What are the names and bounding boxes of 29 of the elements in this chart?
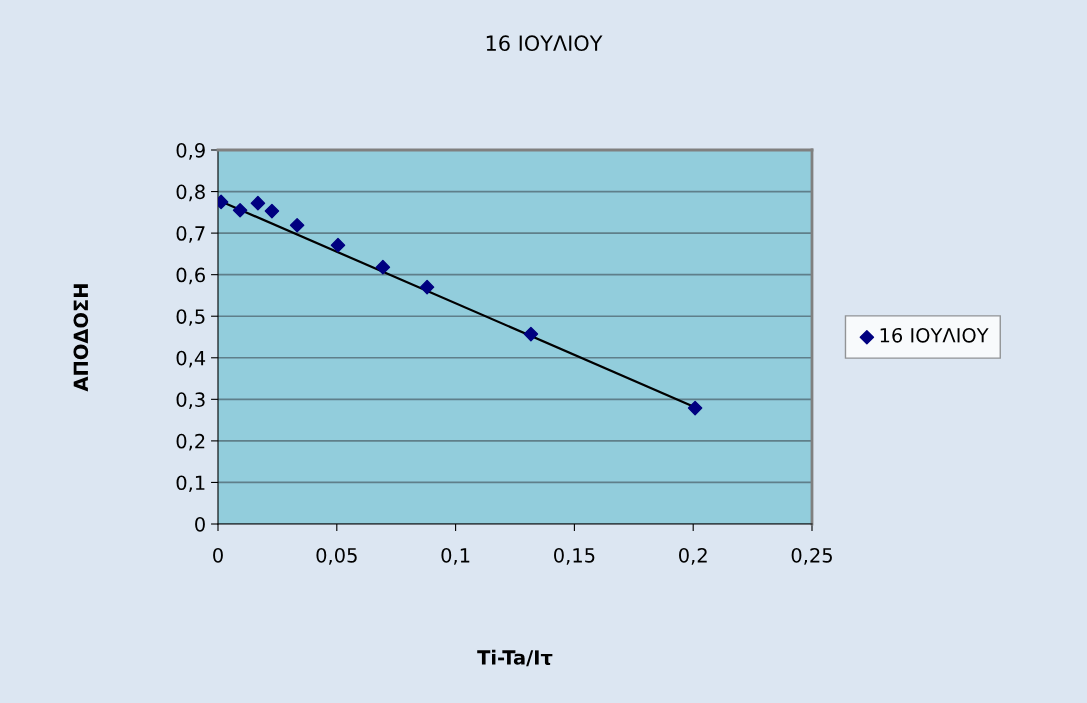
- y-tick-label: 0: [195, 516, 205, 532]
- point: [687, 400, 703, 416]
- x-tick-label: 0,1: [441, 547, 470, 565]
- legend-label: 16 ΙΟΥΛΙΟΥ: [880, 327, 989, 343]
- y-tick-label: 0,4: [176, 350, 206, 368]
- chart-title: 16 ΙΟΥΛΙΟΥ: [486, 35, 603, 52]
- point: [289, 217, 305, 233]
- y-tick-label: 0,6: [176, 267, 205, 285]
- y-axis-title: ΑΠΟΔΟΣΗ: [73, 284, 89, 392]
- point: [375, 259, 391, 275]
- point: [419, 279, 435, 295]
- y-tick-label: 0,5: [176, 309, 205, 326]
- x-axis-title: Ti-Ta/Iτ: [477, 649, 553, 667]
- point: [523, 326, 539, 342]
- point: [250, 195, 266, 211]
- y-tick-label: 0,1: [176, 475, 205, 493]
- x-tick-label: 0,05: [316, 547, 357, 565]
- point: [232, 202, 248, 218]
- x-tick-label: 0,2: [679, 547, 707, 565]
- y-tick-label: 0,9: [176, 142, 205, 160]
- y-tick-label: 0,3: [176, 392, 205, 409]
- y-tick-label: 0,8: [176, 184, 205, 202]
- y-tick-label: 0,2: [176, 433, 205, 451]
- x-tick-label: 0,15: [554, 547, 595, 565]
- x-tick-label: 0: [213, 547, 223, 563]
- y-tick-label: 0,7: [176, 226, 205, 243]
- point: [330, 237, 346, 253]
- x-tick-label: 0,25: [791, 547, 832, 565]
- point: [264, 203, 280, 219]
